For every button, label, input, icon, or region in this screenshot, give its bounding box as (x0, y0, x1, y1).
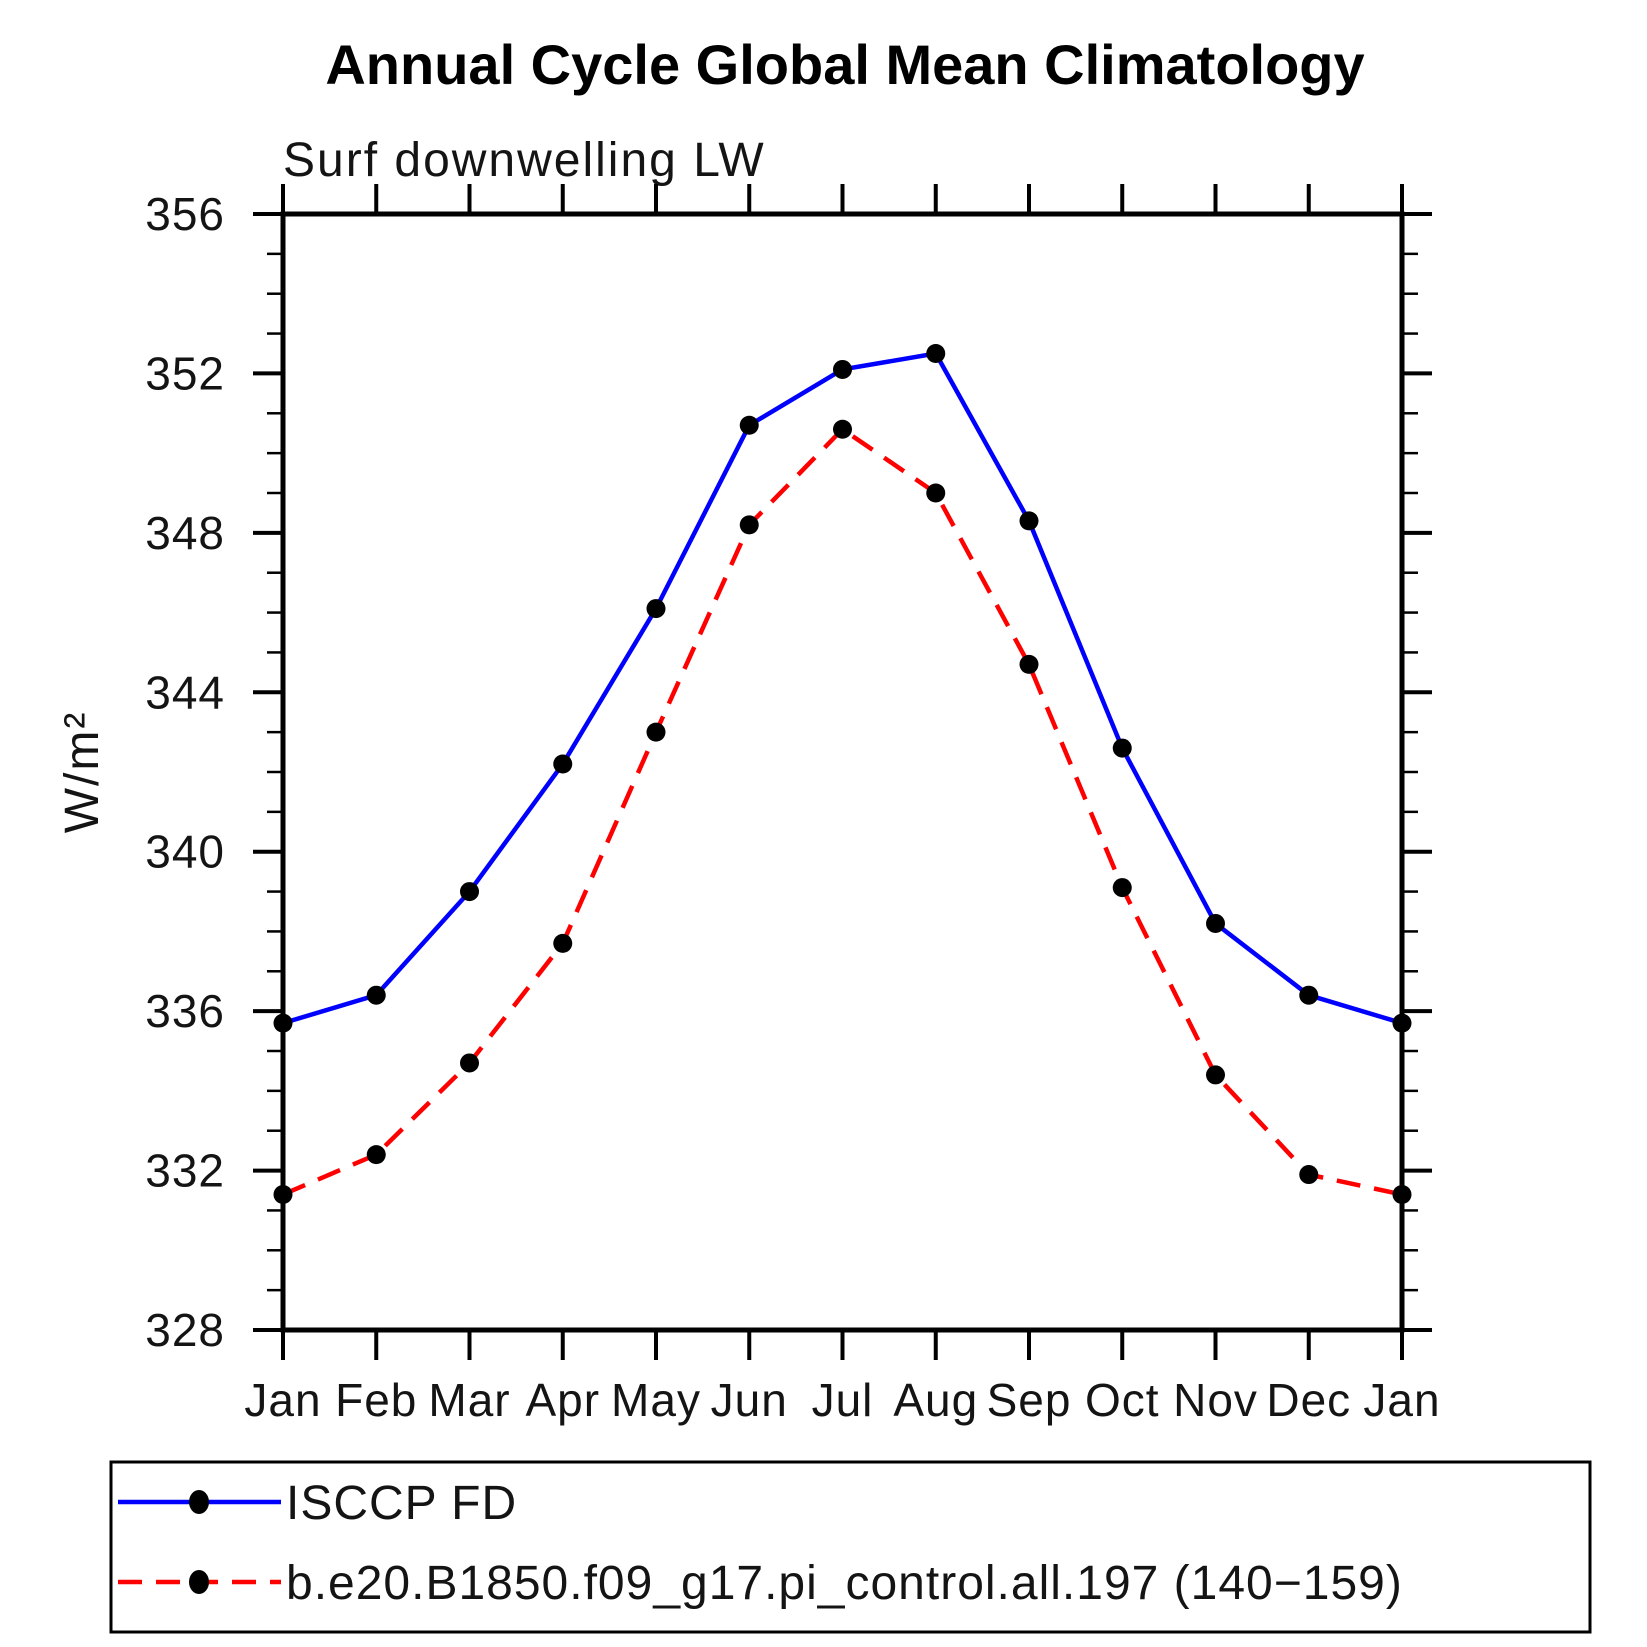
x-tick-label: Oct (1085, 1374, 1160, 1426)
plot-frame (280, 211, 1405, 1333)
legend-marker (189, 1490, 209, 1514)
data-point-marker (1299, 985, 1319, 1005)
legend-box (109, 1460, 1592, 1634)
x-tick-label: Sep (987, 1374, 1072, 1426)
legend-label: ISCCP FD (286, 1477, 517, 1530)
y-axis-label: W/m² (56, 711, 109, 834)
data-point-marker (926, 483, 946, 503)
series-group (273, 344, 1412, 1204)
legend: ISCCP FD b.e20.B1850.f09_g17.pi_control.a… (109, 1460, 1592, 1634)
y-tick-label: 336 (145, 985, 225, 1037)
data-point-marker (1299, 1165, 1319, 1185)
chart-title: Annual Cycle Global Mean Climatology (325, 33, 1364, 96)
data-point-marker (1206, 1065, 1225, 1085)
data-point-marker (926, 344, 946, 363)
data-point-marker (739, 515, 759, 535)
y-tick-label: 356 (145, 188, 225, 240)
data-point-marker (1112, 878, 1132, 898)
series-line-0 (282, 351, 1403, 1026)
data-point-marker (460, 1053, 479, 1073)
x-tick-label: Apr (525, 1374, 600, 1426)
data-point-marker (646, 599, 666, 619)
data-point-marker (739, 415, 759, 435)
x-tick-label: Jul (812, 1374, 874, 1426)
chart-subtitle: Surf downwelling LW (283, 134, 766, 187)
legend-marker (189, 1570, 209, 1594)
x-tick-label: Jan (244, 1374, 321, 1426)
data-point-marker (366, 1145, 386, 1165)
x-tick-label: Aug (893, 1374, 978, 1426)
data-point-marker (646, 722, 666, 742)
data-point-marker (273, 1184, 293, 1204)
data-point-marker (1019, 654, 1039, 674)
data-point-marker (1019, 511, 1039, 531)
y-tick-label: 328 (145, 1304, 225, 1356)
legend-label: b.e20.B1850.f09_g17.pi_control.all.197 (… (286, 1557, 1403, 1610)
data-point-marker (553, 933, 573, 953)
data-point-marker (553, 754, 573, 774)
y-tick-label: 332 (145, 1145, 225, 1197)
x-tick-label: Nov (1173, 1374, 1258, 1426)
y-tick-label: 348 (145, 507, 225, 559)
x-tick-label: Dec (1266, 1374, 1351, 1426)
x-tick-label: Feb (335, 1374, 417, 1426)
series-line-1 (282, 426, 1403, 1197)
data-point-marker (833, 419, 852, 439)
data-point-marker (1392, 1184, 1412, 1204)
data-point-marker (1112, 738, 1132, 758)
y-tick-label: 352 (145, 347, 225, 399)
data-point-marker (1392, 1013, 1412, 1033)
data-point-marker (1206, 913, 1225, 933)
x-tick-label: May (611, 1374, 701, 1426)
data-point-marker (366, 985, 386, 1005)
data-point-marker (833, 359, 852, 379)
x-tick-label: Jun (711, 1374, 788, 1426)
x-tick-label: Mar (428, 1374, 510, 1426)
x-tick-label: Jan (1363, 1374, 1440, 1426)
y-tick-label: 340 (145, 826, 225, 878)
y-tick-label: 344 (145, 666, 225, 718)
data-point-marker (460, 882, 479, 902)
data-point-marker (273, 1013, 293, 1033)
